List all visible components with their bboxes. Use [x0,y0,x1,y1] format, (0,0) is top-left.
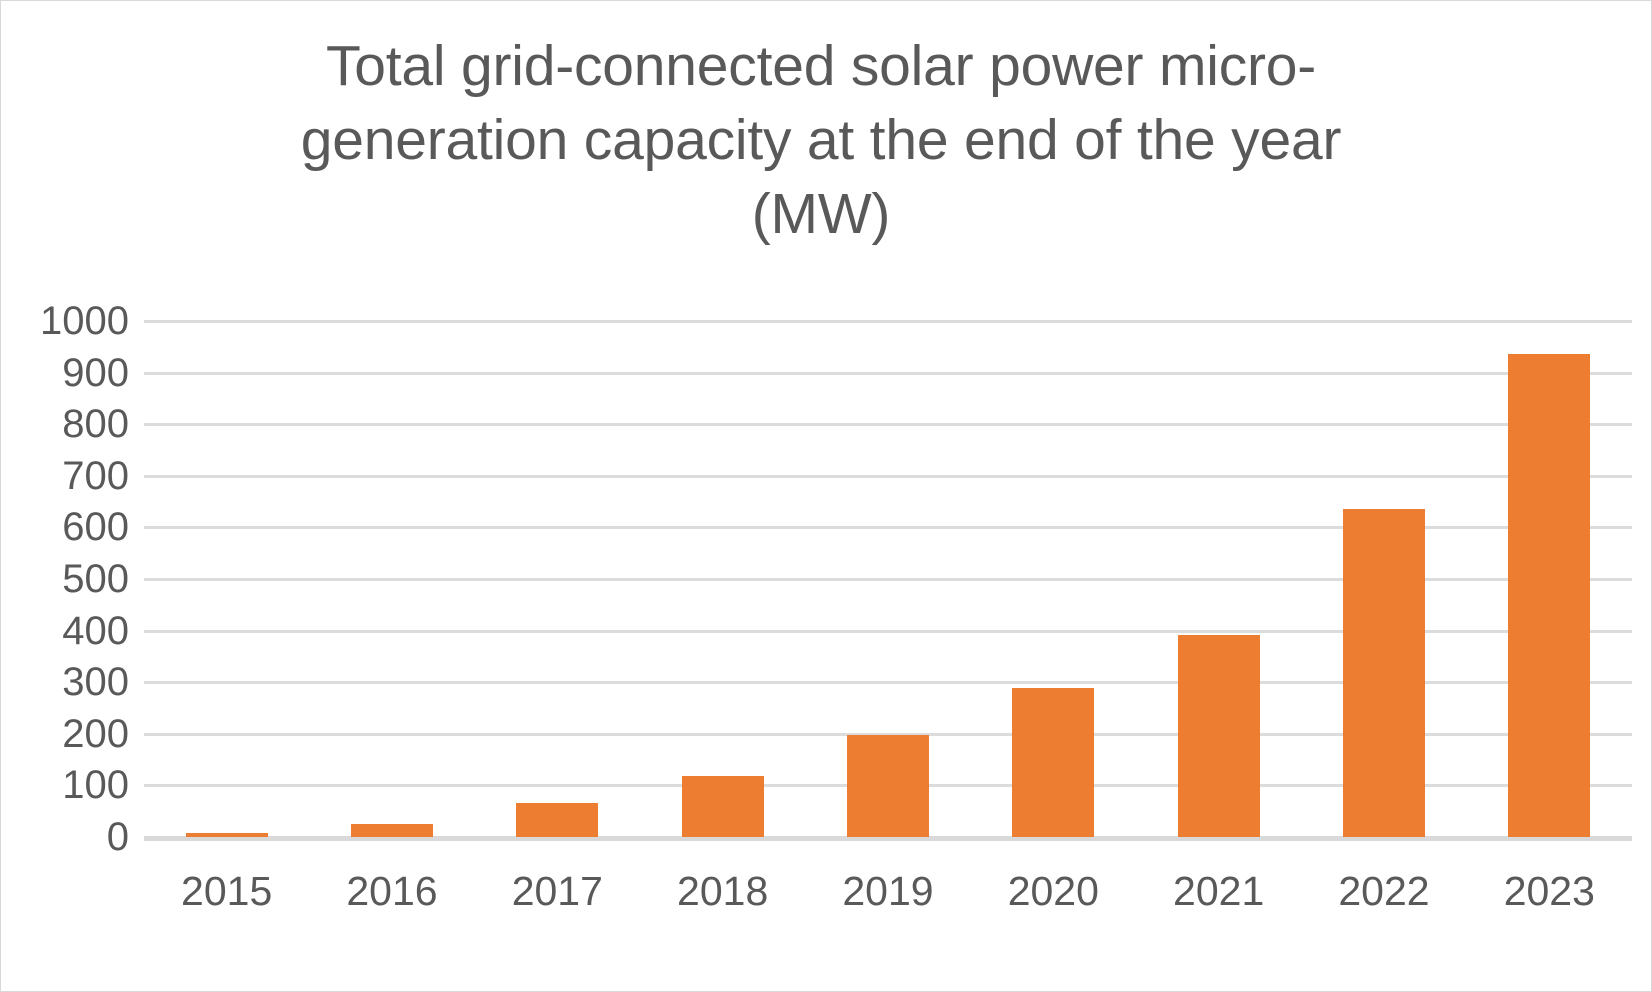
bar-2022[interactable] [1342,508,1425,837]
bar-slot-2018 [640,321,805,837]
y-tick-label-900: 900 [62,350,129,395]
gridline-900 [144,371,1632,375]
bar-2017[interactable] [516,803,599,837]
y-tick-label-0: 0 [106,815,129,859]
y-tick-label-600: 600 [62,505,129,550]
bar-slot-2016 [309,321,474,837]
x-tick-label-2016: 2016 [346,868,438,914]
y-tick-label-500: 500 [62,557,129,601]
x-tick-label-2019: 2019 [842,868,934,914]
x-axis: 2015 2016 2017 2018 2019 2020 2021 2022 2023 [144,861,1632,931]
x-tick-label-2021: 2021 [1173,868,1265,914]
gridline-300 [144,681,1632,685]
y-axis: 1000 900 800 700 600 500 400 300 200 100 0 [1,301,129,857]
y-tick-label-100: 100 [62,763,129,808]
gridline-1000 [144,320,1632,323]
gridline-700 [144,474,1632,478]
bar-slot-2017 [475,321,640,837]
x-tick-label-2020: 2020 [1007,868,1099,914]
chart-title: Total grid-connected solar power micro- … [231,29,1411,251]
x-tick-label-2022: 2022 [1338,868,1430,914]
bar-2019[interactable] [846,735,929,837]
y-tick-label-800: 800 [62,402,129,447]
y-tick-label-200: 200 [62,711,129,756]
gridline-500 [144,578,1632,581]
gridline-800 [144,423,1632,427]
bar-2015[interactable] [185,832,268,837]
chart-title-line-3: (MW) [751,182,891,246]
y-tick-label-700: 700 [62,453,129,498]
y-tick-label-400: 400 [62,608,129,653]
bar-2018[interactable] [681,775,764,837]
y-tick-label-300: 300 [62,660,129,705]
bar-2023[interactable] [1508,354,1591,837]
bar-slot-2022 [1301,321,1466,837]
bar-slot-2019 [805,321,970,837]
chart-title-line-2: generation capacity at the end of the ye… [300,108,1342,172]
axis-line-zero [144,836,1632,841]
bar-slot-2023 [1467,321,1632,837]
gridline-400 [144,629,1632,633]
bar-slot-2020 [971,321,1136,837]
bar-2016[interactable] [350,824,433,837]
bar-2020[interactable] [1012,688,1095,837]
gridline-200 [144,732,1632,736]
bar-slot-2021 [1136,321,1301,837]
bar-series [144,321,1632,837]
x-tick-label-2023: 2023 [1503,868,1595,914]
bar-2021[interactable] [1177,635,1260,837]
gridline-600 [144,526,1632,530]
bar-slot-2015 [144,321,309,837]
x-tick-label-2018: 2018 [677,868,769,914]
x-tick-label-2017: 2017 [511,868,603,914]
chart-title-line-1: Total grid-connected solar power micro- [325,34,1317,98]
x-tick-label-2015: 2015 [181,868,273,914]
y-tick-label-1000: 1000 [40,299,129,343]
